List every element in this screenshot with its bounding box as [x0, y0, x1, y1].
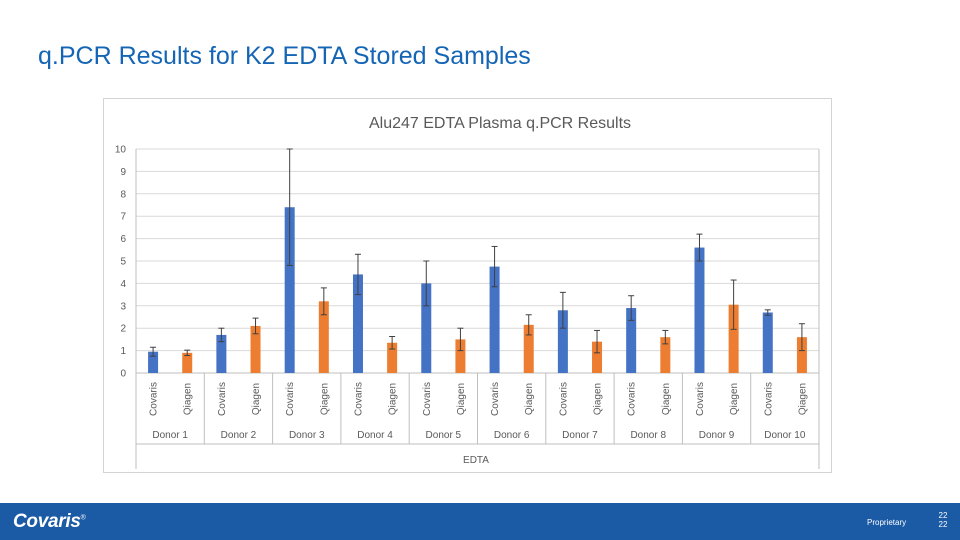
- footer-bar: Covaris® Proprietary 22 22: [0, 503, 960, 540]
- page-number: 22 22: [936, 511, 950, 529]
- x-axis-title: EDTA: [463, 455, 489, 466]
- logo-text: Covaris: [13, 511, 81, 532]
- bar-covaris: [352, 274, 363, 373]
- group-label: Donor 3: [289, 430, 325, 441]
- subcategory-label: Qiagen: [593, 383, 604, 415]
- subcategory-label: Covaris: [558, 382, 569, 416]
- subcategory-label: Covaris: [490, 382, 501, 416]
- bar-qiagen: [250, 325, 261, 373]
- subcategory-label: Covaris: [217, 382, 228, 416]
- bar-covaris: [421, 283, 432, 373]
- y-tick-label: 3: [120, 301, 126, 312]
- y-tick-label: 8: [120, 189, 126, 200]
- bar-covaris: [489, 266, 500, 373]
- bar-qiagen: [728, 304, 739, 373]
- bar-qiagen: [387, 342, 398, 373]
- bar-qiagen: [182, 352, 193, 373]
- subcategory-label: Qiagen: [661, 383, 672, 415]
- y-tick-label: 6: [120, 234, 126, 245]
- group-label: Donor 5: [426, 430, 462, 441]
- subcategory-label: Qiagen: [524, 383, 535, 415]
- page-number-total: 22: [938, 520, 948, 529]
- y-tick-label: 1: [120, 346, 126, 357]
- group-label: Donor 7: [562, 430, 598, 441]
- bar-qiagen: [660, 337, 671, 373]
- subcategory-label: Qiagen: [388, 383, 399, 415]
- subcategory-label: Covaris: [285, 382, 296, 416]
- bar-covaris: [216, 334, 227, 373]
- bar-covaris: [626, 308, 637, 373]
- page-number-current: 22: [938, 511, 948, 520]
- bar-qiagen: [796, 337, 807, 373]
- y-tick-label: 4: [120, 279, 126, 290]
- group-label: Donor 4: [357, 430, 393, 441]
- bar-qiagen: [523, 324, 534, 373]
- bar-qiagen: [592, 341, 603, 373]
- subcategory-label: Covaris: [763, 382, 774, 416]
- logo-registered-mark: ®: [80, 514, 86, 522]
- subcategory-label: Covaris: [695, 382, 706, 416]
- group-label: Donor 8: [630, 430, 666, 441]
- group-label: Donor 2: [221, 430, 257, 441]
- bar-covaris: [762, 312, 773, 373]
- slide-title: q.PCR Results for K2 EDTA Stored Samples: [38, 42, 531, 70]
- y-tick-label: 10: [115, 145, 127, 156]
- group-label: Donor 6: [494, 430, 530, 441]
- bar-chart: 0 1 2 3 4 5 6 7 8 9 10 Covaris Qiagen Covaris Qiagen C…: [115, 115, 820, 469]
- covaris-logo: Covaris®: [13, 511, 86, 533]
- y-tick-label: 7: [120, 212, 126, 223]
- y-tick-label: 5: [120, 257, 126, 268]
- group-label: Donor 10: [764, 430, 806, 441]
- subcategory-label: Qiagen: [797, 383, 808, 415]
- subcategory-label: Qiagen: [319, 383, 330, 415]
- chart-title: Alu247 EDTA Plasma q.PCR Results: [369, 115, 631, 132]
- subcategory-label: Qiagen: [183, 383, 194, 415]
- subcategory-label: Qiagen: [456, 383, 467, 415]
- subcategory-label: Covaris: [627, 382, 638, 416]
- bar-qiagen: [318, 301, 329, 373]
- bar-covaris: [694, 247, 705, 373]
- group-label: Donor 1: [152, 430, 188, 441]
- chart-container: 0 1 2 3 4 5 6 7 8 9 10 Covaris Qiagen Covaris Qiagen C…: [103, 98, 832, 473]
- proprietary-note: Proprietary: [867, 518, 907, 527]
- bar-covaris: [148, 351, 159, 373]
- bar-qiagen: [455, 339, 466, 373]
- subcategory-label: Covaris: [422, 382, 433, 416]
- bar-covaris: [557, 310, 568, 373]
- subcategory-label: Covaris: [353, 382, 364, 416]
- y-tick-label: 2: [120, 324, 126, 335]
- bar-covaris: [284, 207, 295, 373]
- y-tick-label: 9: [120, 167, 126, 178]
- subcategory-label: Covaris: [149, 382, 160, 416]
- subcategory-label: Qiagen: [251, 383, 262, 415]
- group-label: Donor 9: [699, 430, 735, 441]
- y-tick-label: 0: [120, 369, 126, 380]
- subcategory-label: Qiagen: [729, 383, 740, 415]
